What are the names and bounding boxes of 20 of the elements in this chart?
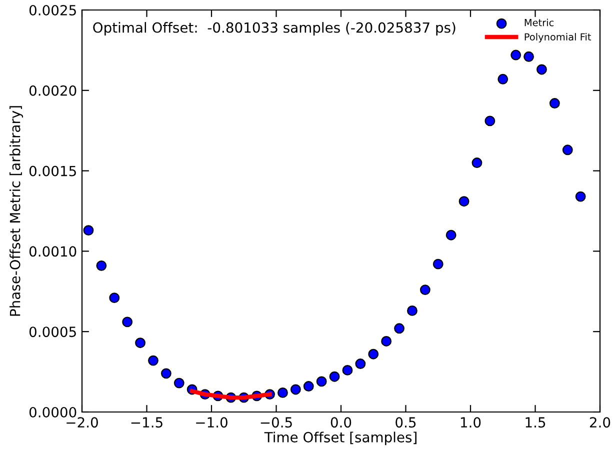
- x-tick-label: −0.5: [260, 417, 292, 428]
- x-axis-title: Time Offset [samples]: [264, 432, 416, 446]
- x-tick-label: −2.0: [66, 417, 98, 428]
- y-tick-label: 0.0020: [29, 85, 76, 96]
- annotation: Optimal Offset: -0.801033 samples (-20.025837 ps): [93, 22, 456, 36]
- y-tick-label: 0.0000: [29, 406, 76, 418]
- y-tick-label: 0.0005: [29, 326, 76, 338]
- legend-label: Polynomial Fit: [524, 33, 592, 42]
- y-tick-label: 0.0010: [29, 246, 76, 257]
- x-tick-label: 1.0: [460, 417, 481, 428]
- legend-label: Metric: [524, 18, 554, 26]
- y-tick-label: 0.0015: [29, 166, 76, 176]
- y-tick-label: 0.0025: [29, 4, 76, 16]
- x-tick-label: 1.5: [526, 417, 546, 428]
- y-axis-title: Phase-Offset Metric [arbitrary]: [10, 106, 23, 316]
- x-tick-label: 0.5: [396, 417, 416, 428]
- x-tick-label: 0.0: [330, 417, 352, 428]
- x-tick-label: −1.0: [196, 417, 228, 428]
- x-tick-label: −1.5: [131, 417, 162, 428]
- x-tick-label: 2.0: [590, 417, 610, 428]
